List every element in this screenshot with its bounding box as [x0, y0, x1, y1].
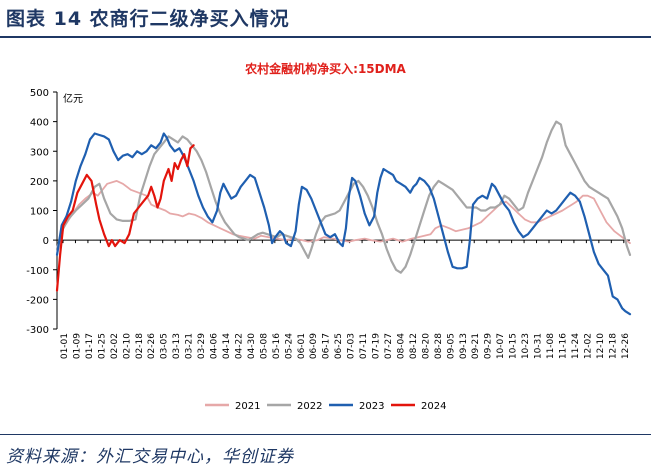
chart-series: [55, 120, 632, 316]
x-tick-label: 01-09: [72, 333, 82, 359]
x-tick-label: 04-22: [234, 333, 244, 359]
x-tick-label: 04-14: [222, 333, 232, 359]
x-tick-label: 12-10: [596, 333, 606, 359]
x-tick-label: 10-31: [534, 333, 544, 359]
x-tick-label: 09-05: [446, 333, 456, 359]
chart-axes: -300 -200 -100 0 100 200 300 400 500 亿元 01-01 01-09…: [26, 88, 630, 359]
legend-label-2021: 2021: [235, 401, 260, 412]
x-tick-label: 06-01: [297, 333, 307, 359]
x-tick-label: 11-08: [546, 333, 556, 359]
legend-label-2024: 2024: [421, 401, 446, 412]
x-tick-label: 10-15: [509, 333, 519, 359]
y-axis-unit-label: 亿元: [63, 92, 83, 105]
x-tick-label: 03-29: [197, 333, 207, 359]
x-tick-label: 03-05: [160, 333, 170, 359]
x-tick-label: 08-12: [409, 333, 419, 359]
x-tick-label: 07-19: [372, 333, 382, 359]
x-tick-label: 01-17: [85, 333, 95, 359]
legend-label-2022: 2022: [297, 401, 322, 412]
x-tick-label: 04-06: [210, 333, 220, 359]
x-tick-label: 07-03: [347, 333, 357, 359]
figure-title: 图表 14 农商行二级净买入情况: [6, 8, 290, 30]
x-tick-label: 04-30: [247, 333, 257, 359]
x-tick-label: 09-13: [459, 333, 469, 359]
x-tick-label: 03-13: [172, 333, 182, 359]
x-tick-label: 07-11: [359, 333, 369, 359]
chart-legend: 2021 2022 2023 2024: [205, 401, 446, 412]
y-tick-label: 0: [43, 236, 49, 247]
x-tick-label: 08-28: [434, 333, 444, 359]
x-tick-label: 05-16: [272, 333, 282, 359]
x-tick-label: 12-02: [583, 333, 593, 359]
y-tick-label: 300: [30, 147, 49, 158]
x-tick-label: 01-01: [60, 333, 70, 359]
x-tick-label: 09-29: [484, 333, 494, 359]
x-tick-label: 02-18: [135, 333, 145, 359]
x-tick-label: 11-16: [558, 333, 568, 359]
x-tick-label: 08-20: [421, 333, 431, 359]
y-tick-label: 100: [30, 207, 49, 218]
x-tick-label: 06-09: [309, 333, 319, 359]
series-line-2022: [55, 120, 632, 274]
x-tick-label: 01-25: [97, 333, 107, 359]
y-tick-label: 500: [30, 88, 49, 99]
x-tick-label: 12-18: [608, 333, 618, 359]
series-line-2024: [55, 144, 195, 292]
x-tick-label: 10-07: [496, 333, 506, 359]
chart-title: 农村金融机构净买入:15DMA: [245, 62, 406, 76]
series-line-2023: [55, 132, 632, 316]
x-tick-label: 06-25: [334, 333, 344, 359]
y-tick-label: 400: [30, 118, 49, 129]
x-tick-label: 02-10: [122, 333, 132, 359]
source-rule: [0, 434, 651, 435]
figure-source: 资料来源：外汇交易中心，华创证券: [6, 447, 294, 467]
x-tick-label: 11-24: [571, 333, 581, 359]
x-tick-label: 05-08: [259, 333, 269, 359]
x-tick-label: 05-24: [284, 333, 294, 359]
y-tick-label: -300: [26, 325, 49, 336]
x-tick-label: 08-04: [396, 333, 406, 359]
line-chart: -300 -200 -100 0 100 200 300 400 500 亿元 01-01 01-09…: [26, 88, 632, 412]
header-rule: [0, 36, 651, 38]
x-tick-label: 07-27: [384, 333, 394, 359]
x-tick-label: 12-26: [621, 333, 631, 359]
figure-header: 图表 14 农商行二级净买入情况: [0, 0, 651, 40]
x-tick-label: 09-21: [471, 333, 481, 359]
x-tick-label: 03-21: [185, 333, 195, 359]
x-tick-label: 10-23: [521, 333, 531, 359]
legend-label-2023: 2023: [359, 401, 384, 412]
x-tick-label: 02-02: [110, 333, 120, 359]
x-tick-label: 02-26: [147, 333, 157, 359]
x-tick-label: 06-17: [322, 333, 332, 359]
y-tick-label: 200: [30, 177, 49, 188]
y-tick-label: -100: [26, 266, 49, 277]
y-tick-label: -200: [26, 295, 49, 306]
